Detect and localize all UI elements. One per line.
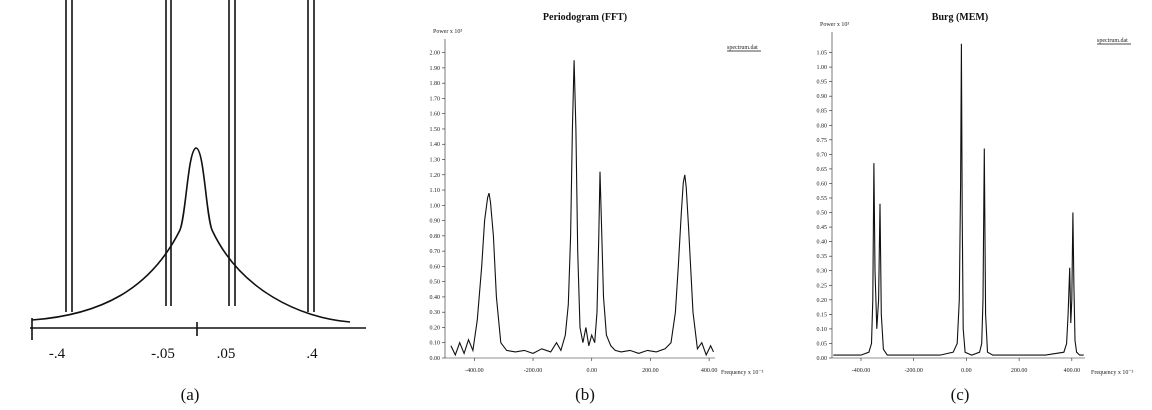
y-tick-label: 1.60: [430, 112, 441, 118]
x-tick-label: 0.00: [961, 368, 972, 374]
x-tick-label: -200.00: [904, 368, 923, 374]
y-tick-label: 0.10: [430, 341, 441, 347]
y-tick-label: 0.65: [817, 167, 828, 173]
y-tick-label: 0.60: [430, 264, 441, 270]
chart-title: Periodogram (FFT): [543, 12, 627, 23]
y-tick-label: 0.40: [430, 295, 441, 301]
caption: (a): [181, 385, 200, 404]
y-tick-label: 1.20: [430, 173, 441, 179]
y-tick-label: 1.50: [430, 127, 441, 133]
y-tick-label: 1.90: [430, 66, 441, 72]
boundary-lines: [307, 0, 315, 312]
y-tick-label: 0.75: [817, 138, 828, 144]
y-tick-label: 0.00: [430, 356, 441, 362]
x-tick-label: -200.00: [524, 368, 543, 374]
x-tick-label: -400.00: [852, 368, 871, 374]
boundary-lines: [65, 0, 73, 312]
y-tick-label: 1.70: [430, 96, 441, 102]
x-tick-label: .4: [306, 346, 318, 362]
y-tick-label: 0.05: [817, 341, 828, 347]
y-tick-label: 0.80: [430, 234, 441, 240]
panel-a: [30, 0, 366, 340]
y-tick-label: 0.40: [817, 240, 828, 246]
y-tick-label: 0.85: [817, 109, 828, 115]
y-tick-label: 0.80: [817, 123, 828, 129]
y-tick-label: 0.20: [817, 298, 828, 304]
chart-title: Burg (MEM): [932, 12, 988, 23]
y-tick-label: 0.20: [430, 325, 441, 331]
y-tick-label: 0.15: [817, 312, 828, 318]
y-tick-label: 0.30: [430, 310, 441, 316]
y-tick-label: 0.70: [817, 152, 828, 158]
y-tick-label: 1.10: [430, 188, 441, 194]
x-tick-label: 0.00: [586, 368, 597, 374]
y-tick-label: 1.00: [430, 203, 441, 209]
y-tick-label: 0.10: [817, 327, 828, 333]
y-tick-label: 0.00: [817, 356, 828, 362]
y-tick-label: 1.30: [430, 158, 441, 164]
y-axis-label: Power x 10³: [820, 22, 849, 28]
y-tick-label: 1.00: [817, 65, 828, 71]
y-tick-label: 0.25: [817, 283, 828, 289]
legend-label: spectrum.dat: [727, 45, 758, 51]
y-tick-label: 1.40: [430, 142, 441, 148]
spectrum-line: [450, 60, 714, 357]
y-tick-label: 0.60: [817, 181, 828, 187]
x-tick-label: -.05: [151, 346, 175, 362]
y-axis-label: Power x 10³: [433, 29, 462, 35]
boundary-lines: [165, 0, 172, 306]
x-tick-label: .05: [217, 346, 236, 362]
y-tick-label: 0.70: [430, 249, 441, 255]
x-axis-label: Frequency x 10⁻³: [721, 370, 763, 376]
x-tick-label: 400.00: [1064, 368, 1081, 374]
boundary-lines: [228, 0, 236, 306]
y-tick-label: 1.80: [430, 81, 441, 87]
legend-label: spectrum.dat: [1097, 38, 1128, 44]
caption: (c): [951, 385, 970, 404]
x-tick-label: 200.00: [642, 368, 659, 374]
y-tick-label: 0.90: [430, 219, 441, 225]
y-tick-label: 0.55: [817, 196, 828, 202]
y-tick-label: 2.00: [430, 51, 441, 57]
spectrum-line: [833, 43, 1084, 356]
y-tick-label: 0.90: [817, 94, 828, 100]
y-tick-label: 1.05: [817, 51, 828, 57]
y-tick-label: 0.35: [817, 254, 828, 260]
caption: (b): [575, 385, 595, 404]
x-tick-label: 200.00: [1011, 368, 1028, 374]
y-tick-label: 0.30: [817, 269, 828, 275]
x-tick-label: -400.00: [465, 368, 484, 374]
cusp-curve: [31, 147, 351, 323]
y-tick-label: 0.45: [817, 225, 828, 231]
y-tick-label: 0.50: [817, 211, 828, 217]
y-tick-label: 0.95: [817, 80, 828, 86]
x-axis-label: Frequency x 10⁻³: [1091, 370, 1133, 376]
y-tick-label: 0.50: [430, 280, 441, 286]
x-tick-label: 400.00: [701, 368, 718, 374]
x-tick-label: -.4: [49, 346, 66, 362]
